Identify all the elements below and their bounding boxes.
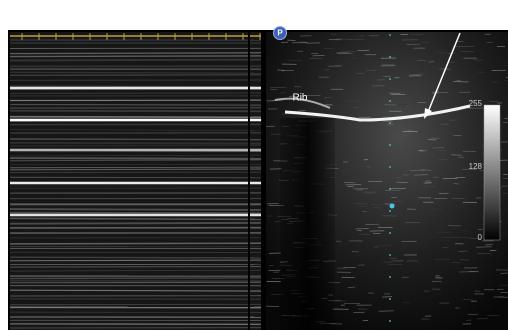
m-mode-streak [10,158,262,159]
m-mode-streak [10,218,262,219]
scale-mid: 128 [469,162,483,171]
depth-dot [389,276,391,278]
m-mode-panel [10,32,262,330]
m-mode-streak [10,223,262,224]
depth-dot [389,78,391,80]
m-mode-streak [10,278,262,279]
m-mode-streak [10,143,262,144]
depth-dot [389,56,391,58]
page: 255 128 0 P Pleura Rib (() => { const da… [0,0,508,330]
depth-dot [389,166,391,168]
m-mode-streak [10,53,262,54]
depth-dot [389,188,391,190]
depth-dot [389,232,391,234]
depth-dot [389,254,391,256]
m-mode-streak [10,260,262,261]
focus-marker [390,204,395,209]
ultrasound-screen: 255 128 0 P Pleura Rib [0,0,508,330]
m-mode-streak [10,86,262,87]
m-mode-streak [10,93,262,94]
depth-dot [389,34,391,36]
depth-dot [389,100,391,102]
rib-label: Rib [292,93,307,104]
depth-dot [389,122,391,124]
m-mode-streak [10,209,262,210]
pleura-label: Pleura [448,21,477,32]
scale-min: 0 [478,233,483,242]
scale-max: 255 [469,99,483,108]
m-mode-streak [10,139,262,140]
depth-dot [389,298,391,300]
m-mode-streak [10,56,262,57]
m-mode-streak [10,243,262,244]
m-mode-streak [10,111,262,112]
m-mode-streak [10,145,262,146]
m-mode-streak [10,257,262,258]
m-mode-streak [10,60,262,61]
m-mode-streak [10,108,262,109]
rib-shadow [280,118,335,330]
m-mode-streak [10,104,262,105]
probe-label: P [277,29,283,38]
m-mode-streak [10,169,262,170]
m-mode-streak [10,117,262,118]
depth-dot [389,320,391,322]
gray-scale-bar [484,105,500,240]
depth-dot [389,144,391,146]
depth-dot [389,210,391,212]
